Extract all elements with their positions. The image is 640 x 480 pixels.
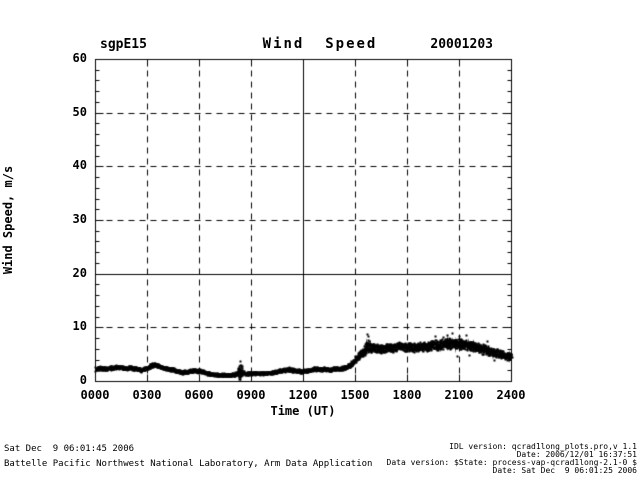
x-tick-label: 2100 [444,388,474,402]
y-tick-label: 50 [72,104,87,119]
x-tick-label: 1500 [340,388,370,402]
x-tick-label: 1800 [392,388,422,402]
y-axis-title: Wind Speed, m/s [1,165,15,275]
y-tick-label: 30 [72,212,87,226]
x-tick-label: 0600 [184,388,214,402]
plot-date-label: 20001203 [430,37,493,52]
x-tick-label: 2400 [496,388,526,402]
y-tick-label: 0 [79,373,87,387]
data-date-line: Date: Sat Dec 9 06:01:25 2006 [492,466,638,475]
idl-date-line: Date: 2006/12/01 16:37:51 [516,450,637,459]
plot-title: Wind Speed [262,36,378,52]
data-version-line: Data version: $State: process-vap-qcrad1… [386,458,637,467]
x-tick-label: 0000 [80,388,110,402]
y-tick-label: 40 [72,158,87,173]
x-tick-label: 0900 [236,388,266,402]
x-axis-title: Time (UT) [270,404,336,418]
x-tick-label: 0300 [132,388,162,402]
y-tick-label: 60 [72,51,87,65]
generation-timestamp: Sat Dec 9 06:01:45 2006 [4,444,135,454]
idl-version-line: IDL version: qcrad1long_plots.pro,v 1.1 [449,442,637,451]
y-tick-label: 20 [72,265,87,280]
x-tick-label: 1200 [288,388,318,402]
y-tick-label: 10 [72,319,87,334]
organization-label: Battelle Pacific Northwest National Labo… [4,459,373,469]
site-facility-label: sgpE15 [100,37,147,52]
